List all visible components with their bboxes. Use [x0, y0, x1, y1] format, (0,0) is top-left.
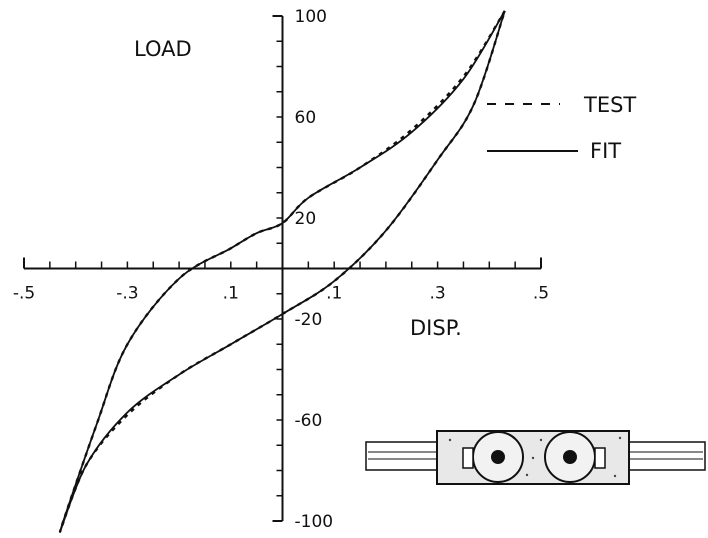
x-minor-ticks	[49, 261, 516, 269]
x-tick-label: .1	[223, 284, 239, 304]
y-tick-label: -60	[295, 411, 323, 431]
y-tick-label: -100	[295, 512, 334, 532]
y-tick-labels: 100 60 20 -20 -60 -100	[295, 7, 334, 532]
y-tick-label: 100	[295, 7, 327, 27]
y-tick-label: 60	[295, 108, 317, 128]
x-axis-title: DISP.	[410, 316, 462, 340]
x-tick-label: .3	[429, 284, 445, 304]
y-minor-ticks	[276, 40, 283, 497]
y-axis-title: LOAD	[134, 37, 192, 61]
y-tick-label: -20	[295, 310, 323, 330]
legend-test-label: TEST	[583, 93, 636, 117]
x-tick-label: .5	[533, 284, 549, 304]
x-tick-label: .1	[326, 284, 342, 304]
legend: TEST FIT	[487, 93, 636, 163]
y-tick-label: 20	[295, 209, 317, 229]
specimen-illustration	[365, 430, 706, 485]
legend-fit-label: FIT	[590, 139, 621, 163]
series-fit-line	[59, 10, 506, 533]
x-tick-label: -.5	[13, 284, 35, 304]
series-test-line	[58, 10, 506, 533]
x-tick-label: -.3	[116, 284, 138, 304]
x-tick-labels: -.5 -.3 .1 .1 .3 .5	[13, 284, 549, 304]
